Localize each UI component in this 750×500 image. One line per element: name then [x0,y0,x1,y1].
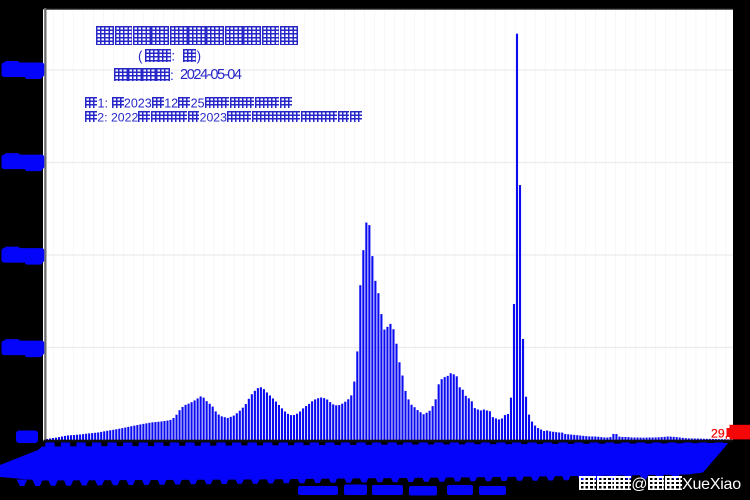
svg-text:29,: 29, [711,427,728,441]
